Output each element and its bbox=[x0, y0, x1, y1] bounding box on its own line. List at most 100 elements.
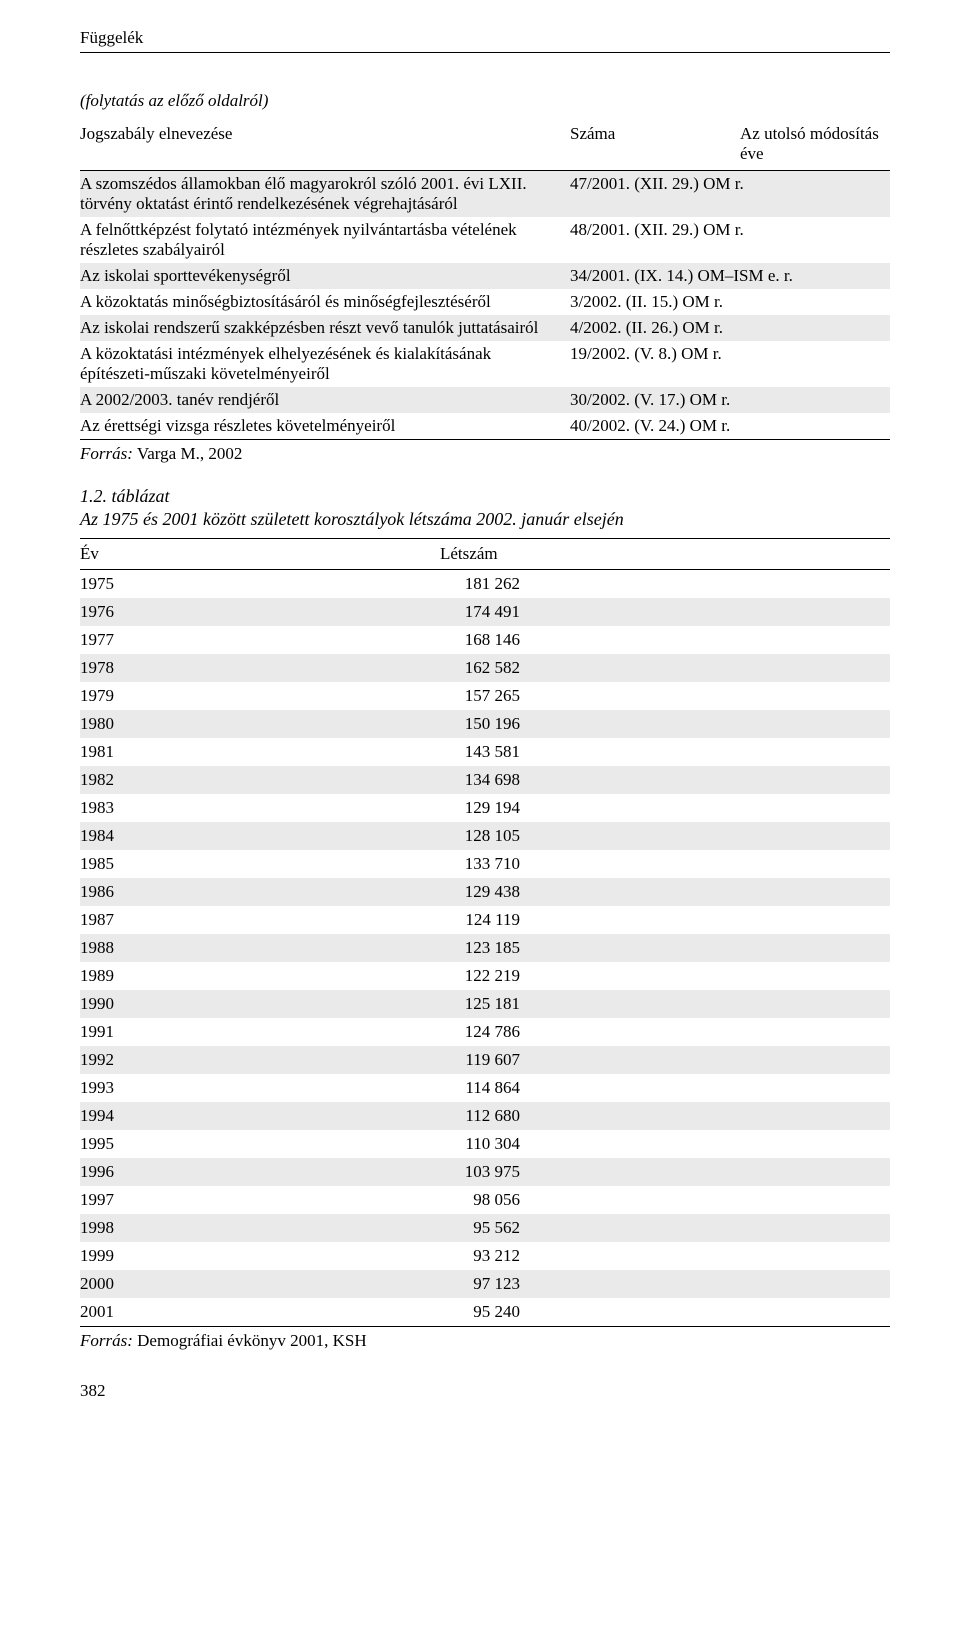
table-row: 1984128 105 bbox=[80, 822, 890, 850]
law-number-cell: 40/2002. (V. 24.) OM r. bbox=[570, 416, 890, 436]
count-cell: 98 056 bbox=[440, 1190, 520, 1210]
year-cell: 2001 bbox=[80, 1302, 440, 1322]
law-number-cell: 30/2002. (V. 17.) OM r. bbox=[570, 390, 890, 410]
table1-header-row: Jogszabály elnevezése Száma Az utolsó mó… bbox=[80, 121, 890, 171]
source-value: Varga M., 2002 bbox=[137, 444, 242, 463]
source-value: Demográfiai évkönyv 2001, KSH bbox=[137, 1331, 366, 1350]
year-cell: 1990 bbox=[80, 994, 440, 1014]
law-name-cell: A 2002/2003. tanév rendjéről bbox=[80, 390, 570, 410]
year-cell: 1996 bbox=[80, 1162, 440, 1182]
count-cell: 162 582 bbox=[440, 658, 520, 678]
year-cell: 1999 bbox=[80, 1246, 440, 1266]
source-label: Forrás: bbox=[80, 1331, 133, 1350]
source-label: Forrás: bbox=[80, 444, 133, 463]
table-row: A 2002/2003. tanév rendjéről30/2002. (V.… bbox=[80, 387, 890, 413]
table-row: 1989122 219 bbox=[80, 962, 890, 990]
table2-bottom-rule bbox=[80, 1326, 890, 1327]
count-cell: 168 146 bbox=[440, 630, 520, 650]
table-row: 1995110 304 bbox=[80, 1130, 890, 1158]
count-cell: 93 212 bbox=[440, 1246, 520, 1266]
table-row: 1986129 438 bbox=[80, 878, 890, 906]
table1-bottom-rule bbox=[80, 439, 890, 440]
year-cell: 1992 bbox=[80, 1050, 440, 1070]
year-cell: 2000 bbox=[80, 1274, 440, 1294]
year-cell: 1986 bbox=[80, 882, 440, 902]
year-cell: 1995 bbox=[80, 1134, 440, 1154]
year-cell: 1988 bbox=[80, 938, 440, 958]
table2-body: 1975181 2621976174 4911977168 1461978162… bbox=[80, 570, 890, 1326]
year-cell: 1984 bbox=[80, 826, 440, 846]
table2-title: Az 1975 és 2001 között született koroszt… bbox=[80, 509, 890, 530]
continuation-note: (folytatás az előző oldalról) bbox=[80, 91, 890, 111]
year-cell: 1976 bbox=[80, 602, 440, 622]
law-number-cell: 19/2002. (V. 8.) OM r. bbox=[570, 344, 890, 384]
count-cell: 95 562 bbox=[440, 1218, 520, 1238]
table2-label: 1.2. táblázat bbox=[80, 486, 890, 507]
year-cell: 1997 bbox=[80, 1190, 440, 1210]
table-row: Az érettségi vizsga részletes követelmén… bbox=[80, 413, 890, 439]
table-row: 1980150 196 bbox=[80, 710, 890, 738]
table1-col-year: Az utolsó módosítás éve bbox=[740, 124, 890, 164]
year-cell: 1998 bbox=[80, 1218, 440, 1238]
count-cell: 124 119 bbox=[440, 910, 520, 930]
count-cell: 129 438 bbox=[440, 882, 520, 902]
law-number-cell: 34/2001. (IX. 14.) OM–ISM e. r. bbox=[570, 266, 890, 286]
table-row: A közoktatási intézmények elhelyezésének… bbox=[80, 341, 890, 387]
count-cell: 97 123 bbox=[440, 1274, 520, 1294]
table2-col-year: Év bbox=[80, 544, 440, 564]
table-row: 1988123 185 bbox=[80, 934, 890, 962]
year-cell: 1981 bbox=[80, 742, 440, 762]
table-row: A felnőttképzést folytató intézmények ny… bbox=[80, 217, 890, 263]
table-row: 1994112 680 bbox=[80, 1102, 890, 1130]
running-head: Függelék bbox=[80, 28, 890, 48]
table-row: Az iskolai sporttevékenységről34/2001. (… bbox=[80, 263, 890, 289]
law-number-cell: 4/2002. (II. 26.) OM r. bbox=[570, 318, 890, 338]
year-cell: 1980 bbox=[80, 714, 440, 734]
table-row: 1992119 607 bbox=[80, 1046, 890, 1074]
law-name-cell: A közoktatási intézmények elhelyezésének… bbox=[80, 344, 570, 384]
table-row: 1993114 864 bbox=[80, 1074, 890, 1102]
year-cell: 1975 bbox=[80, 574, 440, 594]
table-row: 1979157 265 bbox=[80, 682, 890, 710]
count-cell: 123 185 bbox=[440, 938, 520, 958]
count-cell: 103 975 bbox=[440, 1162, 520, 1182]
year-cell: 1978 bbox=[80, 658, 440, 678]
table-row: 1976174 491 bbox=[80, 598, 890, 626]
count-cell: 119 607 bbox=[440, 1050, 520, 1070]
table-row: 1991124 786 bbox=[80, 1018, 890, 1046]
law-name-cell: Az iskolai rendszerű szakképzésben részt… bbox=[80, 318, 570, 338]
table-row: 1975181 262 bbox=[80, 570, 890, 598]
law-number-cell: 48/2001. (XII. 29.) OM r. bbox=[570, 220, 890, 260]
table2-col-count: Létszám bbox=[440, 544, 890, 564]
year-cell: 1985 bbox=[80, 854, 440, 874]
count-cell: 114 864 bbox=[440, 1078, 520, 1098]
year-cell: 1987 bbox=[80, 910, 440, 930]
table2-source: Forrás: Demográfiai évkönyv 2001, KSH bbox=[80, 1331, 890, 1351]
count-cell: 122 219 bbox=[440, 966, 520, 986]
head-rule bbox=[80, 52, 890, 53]
count-cell: 95 240 bbox=[440, 1302, 520, 1322]
law-name-cell: Az érettségi vizsga részletes követelmén… bbox=[80, 416, 570, 436]
table-row: 200097 123 bbox=[80, 1270, 890, 1298]
table-row: 1985133 710 bbox=[80, 850, 890, 878]
year-cell: 1994 bbox=[80, 1106, 440, 1126]
table-row: 1982134 698 bbox=[80, 766, 890, 794]
count-cell: 125 181 bbox=[440, 994, 520, 1014]
year-cell: 1991 bbox=[80, 1022, 440, 1042]
count-cell: 133 710 bbox=[440, 854, 520, 874]
year-cell: 1989 bbox=[80, 966, 440, 986]
table-row: 1977168 146 bbox=[80, 626, 890, 654]
page-number: 382 bbox=[80, 1381, 890, 1401]
year-cell: 1979 bbox=[80, 686, 440, 706]
table-row: A szomszédos államokban élő magyarokról … bbox=[80, 171, 890, 217]
table-row: 1981143 581 bbox=[80, 738, 890, 766]
document-page: Függelék (folytatás az előző oldalról) J… bbox=[0, 0, 960, 1441]
table1-col-number: Száma bbox=[570, 124, 740, 164]
count-cell: 124 786 bbox=[440, 1022, 520, 1042]
count-cell: 110 304 bbox=[440, 1134, 520, 1154]
count-cell: 181 262 bbox=[440, 574, 520, 594]
law-number-cell: 47/2001. (XII. 29.) OM r. bbox=[570, 174, 890, 214]
table-row: 1983129 194 bbox=[80, 794, 890, 822]
year-cell: 1977 bbox=[80, 630, 440, 650]
law-number-cell: 3/2002. (II. 15.) OM r. bbox=[570, 292, 890, 312]
